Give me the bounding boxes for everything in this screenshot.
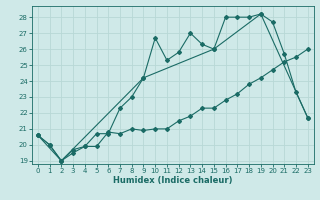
X-axis label: Humidex (Indice chaleur): Humidex (Indice chaleur) [113, 176, 233, 185]
